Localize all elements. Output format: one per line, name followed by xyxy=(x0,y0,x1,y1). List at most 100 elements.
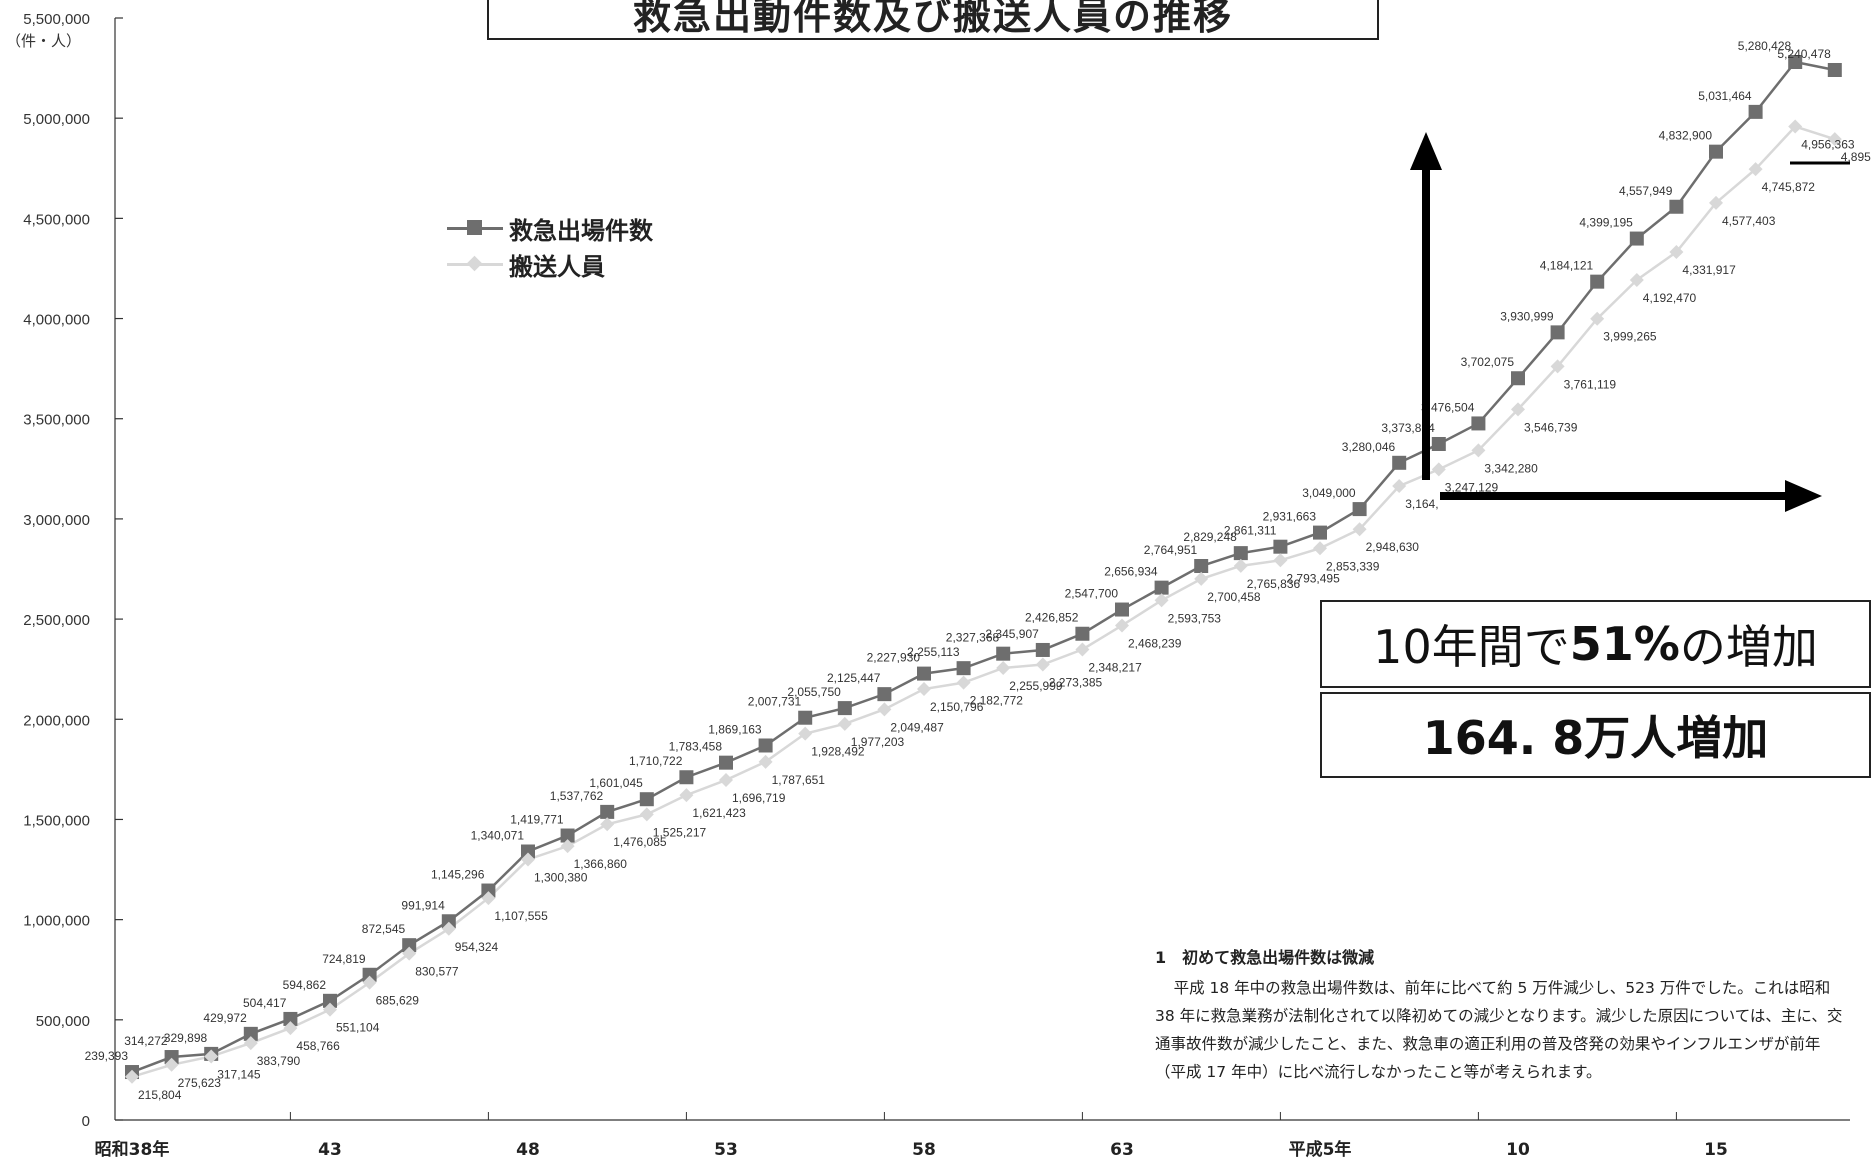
callout-suffix: の増加 xyxy=(1679,620,1818,674)
x-tick-label: 10 xyxy=(1506,1140,1530,1159)
data-point-transported xyxy=(1194,571,1209,586)
data-point-transported xyxy=(441,921,456,936)
data-point-transported xyxy=(560,839,575,854)
data-point-transported xyxy=(719,773,733,788)
data-point-cases xyxy=(1115,602,1129,617)
data-label-cases: 2,931,663 xyxy=(1263,510,1317,524)
data-point-transported xyxy=(1273,553,1288,568)
data-point-cases xyxy=(639,792,654,807)
data-label-cases: 4,399,195 xyxy=(1579,216,1633,230)
data-label-cases: 5,031,464 xyxy=(1698,89,1752,103)
data-point-transported xyxy=(600,817,615,832)
data-point-cases xyxy=(917,666,931,681)
data-point-cases xyxy=(1669,199,1684,214)
data-label-transported: 2,593,753 xyxy=(1168,611,1222,625)
chart-title: 救急出動件数及び搬送人員の推移 xyxy=(487,0,1379,40)
data-point-transported xyxy=(1827,132,1842,147)
data-label-cases: 1,419,771 xyxy=(510,813,564,827)
diamond-marker-icon xyxy=(447,254,503,274)
data-label-cases: 3,930,999 xyxy=(1500,309,1554,323)
data-label-cases: 991,914 xyxy=(401,898,445,912)
data-label-transported: 2,765,836 xyxy=(1247,577,1301,591)
data-point-transported xyxy=(243,1036,258,1051)
data-label-transported: 1,366,860 xyxy=(574,857,628,871)
data-point-cases xyxy=(1788,54,1803,69)
data-point-transported xyxy=(1115,618,1129,633)
data-point-cases xyxy=(481,883,496,898)
data-label-cases: 2,255,113 xyxy=(907,645,960,659)
data-label-cases: 329,898 xyxy=(164,1031,208,1045)
data-label-cases: 724,819 xyxy=(322,952,366,966)
legend-label-cases: 救急出場件数 xyxy=(509,216,653,245)
data-label-cases: 2,861,311 xyxy=(1224,524,1277,538)
y-tick-label: 1,000,000 xyxy=(23,913,90,930)
data-point-transported xyxy=(1590,311,1605,326)
data-point-transported xyxy=(323,1002,337,1017)
data-point-transported xyxy=(1392,479,1407,494)
data-point-transported xyxy=(877,702,892,717)
up-arrow-icon xyxy=(1410,132,1442,170)
data-point-cases xyxy=(956,661,971,676)
data-label-cases: 4,832,900 xyxy=(1659,129,1713,143)
legend-label-transported: 搬送人員 xyxy=(509,252,605,281)
data-label-transported: 2,468,239 xyxy=(1128,636,1182,650)
data-label-cases: 3,373,894 xyxy=(1381,421,1435,435)
data-point-transported xyxy=(679,788,694,803)
y-tick-label: 4,500,000 xyxy=(23,211,90,228)
data-point-transported xyxy=(1709,195,1723,210)
data-point-transported xyxy=(1788,119,1803,134)
data-point-cases xyxy=(1827,62,1842,77)
data-label-cases: 239,393 xyxy=(85,1049,129,1063)
legend-item-cases: 救急出場件数 xyxy=(447,210,653,246)
series-line-cases xyxy=(131,60,1836,1074)
data-label-cases: 2,426,852 xyxy=(1025,611,1079,625)
y-tick-label: 0 xyxy=(82,1113,90,1130)
data-label-cases: 3,049,000 xyxy=(1302,486,1356,500)
data-point-transported xyxy=(837,716,852,731)
data-point-transported xyxy=(1471,443,1486,458)
data-point-transported xyxy=(362,975,377,990)
data-label-cases: 2,656,934 xyxy=(1104,565,1158,579)
note-heading: 1 初めて救急出場件数は微減 xyxy=(1155,948,1375,967)
chart-axes xyxy=(114,18,1850,1121)
data-point-cases xyxy=(1431,436,1446,451)
data-label-transported: 383,790 xyxy=(257,1054,301,1068)
legend: 救急出場件数 搬送人員 xyxy=(447,210,653,282)
data-point-cases xyxy=(1313,525,1327,540)
data-point-cases xyxy=(758,738,773,753)
data-label-transported: 2,150,796 xyxy=(930,700,984,714)
data-label-transported: 4,956,363 xyxy=(1801,138,1855,152)
data-point-transported xyxy=(798,726,813,741)
data-label-transported: 2,049,487 xyxy=(890,720,944,734)
square-marker-icon xyxy=(447,218,503,238)
data-label-transported: 954,324 xyxy=(455,940,499,954)
data-label-transported: 215,804 xyxy=(138,1088,182,1102)
data-point-cases xyxy=(243,1026,258,1041)
data-point-transported xyxy=(164,1057,179,1072)
y-tick-label: 500,000 xyxy=(36,1013,90,1030)
data-point-cases xyxy=(164,1050,179,1065)
data-label-transported: 2,700,458 xyxy=(1207,590,1261,604)
x-tick-label: 53 xyxy=(714,1140,738,1159)
data-point-cases xyxy=(362,967,377,982)
data-label-cases: 4,184,121 xyxy=(1540,259,1594,273)
data-point-cases xyxy=(1748,104,1763,119)
data-point-cases xyxy=(1194,559,1209,574)
data-label-cases: 2,007,731 xyxy=(748,695,802,709)
data-label-transported: 1,525,217 xyxy=(653,825,707,839)
data-point-transported xyxy=(917,682,931,697)
data-point-cases xyxy=(1233,546,1248,561)
data-label-transported: 2,255,999 xyxy=(1009,679,1063,693)
data-label-transported: 2,273,385 xyxy=(1049,675,1103,689)
data-point-transported xyxy=(1233,558,1248,573)
data-point-transported xyxy=(1352,522,1367,537)
data-label-transported: 4,895,328 xyxy=(1841,150,1871,164)
data-label-transported: 1,977,203 xyxy=(851,735,905,749)
data-label-cases: 1,869,163 xyxy=(708,722,762,736)
data-label-cases: 3,702,075 xyxy=(1461,355,1515,369)
data-label-cases: 1,537,762 xyxy=(550,789,604,803)
data-point-transported xyxy=(1669,245,1684,260)
data-label-transported: 275,623 xyxy=(178,1076,222,1090)
data-label-transported: 1,300,380 xyxy=(534,870,588,884)
